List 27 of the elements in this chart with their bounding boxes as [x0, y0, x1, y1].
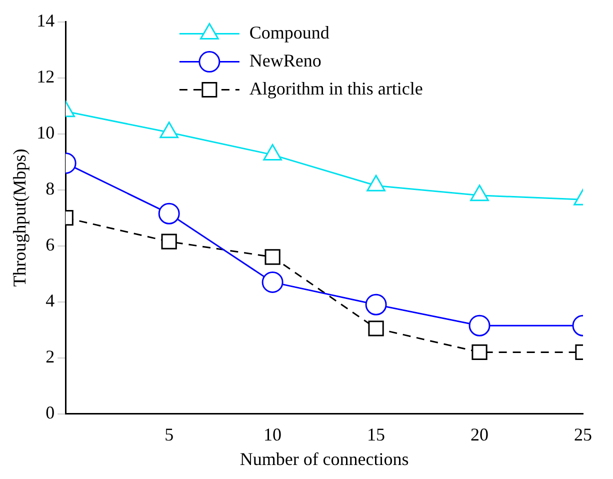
- point: [264, 249, 280, 265]
- x-tick-label: 15: [367, 424, 386, 444]
- point: [158, 202, 180, 224]
- point: [262, 271, 284, 293]
- y-tick-label: 12: [36, 66, 55, 87]
- legend-label: Algorithm in this article: [249, 78, 423, 99]
- y-tick-label: 14: [36, 10, 55, 31]
- x-axis-title: Number of connections: [240, 448, 409, 469]
- x-tick-label: 5: [164, 424, 174, 444]
- y-tick-label: 0: [46, 402, 55, 423]
- x-tick-label: 20: [470, 424, 489, 444]
- x-tick-label: 25: [574, 424, 592, 444]
- y-tick-label: 8: [46, 178, 55, 199]
- y-axis-title: Throughput(Mbps): [10, 148, 30, 287]
- y-tick-label: 4: [46, 290, 55, 311]
- legend-label: Compound: [249, 22, 330, 43]
- y-tick-label: 2: [46, 346, 55, 367]
- point: [160, 122, 178, 138]
- x-tick-label: 10: [264, 424, 282, 444]
- point: [365, 294, 387, 316]
- point: [368, 320, 384, 336]
- y-tick-label: 10: [36, 122, 55, 143]
- point: [366, 174, 386, 192]
- point: [161, 234, 177, 250]
- legend-label: NewReno: [249, 50, 322, 71]
- y-tick-label: 6: [46, 234, 55, 255]
- point: [263, 144, 282, 161]
